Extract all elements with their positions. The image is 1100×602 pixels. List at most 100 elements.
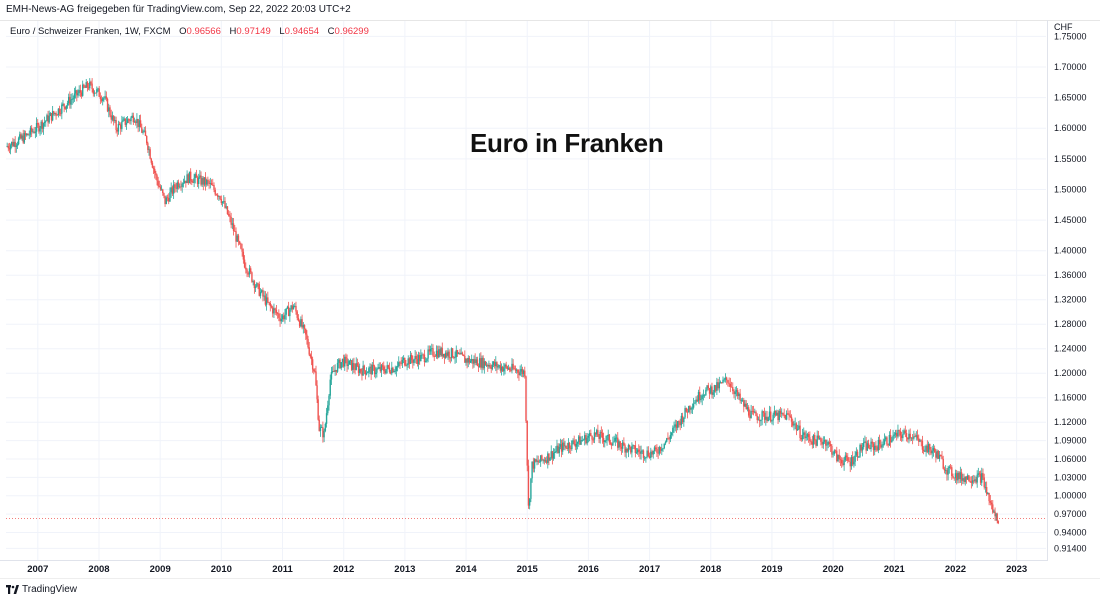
candle-body: [487, 364, 489, 367]
candle-body: [243, 259, 246, 268]
candle-body: [628, 445, 631, 447]
candle-body: [838, 454, 840, 460]
candle-body: [462, 354, 465, 357]
y-tick-label: 1.50000: [1054, 184, 1087, 194]
candle-body: [758, 419, 761, 422]
candle-body: [434, 356, 437, 357]
candle-body: [953, 477, 955, 479]
candle-body: [420, 355, 422, 362]
candle-body: [938, 454, 941, 459]
candle-body: [236, 235, 238, 242]
candle-body: [887, 444, 889, 446]
candle-body: [837, 454, 839, 462]
candle-body: [371, 364, 373, 375]
candle-body: [115, 120, 117, 131]
candle-body: [756, 415, 758, 421]
candle-body: [171, 187, 174, 194]
candle-body: [28, 134, 30, 136]
candle-body: [338, 359, 340, 363]
candle-body: [754, 411, 756, 413]
candle-body: [285, 308, 287, 315]
candle-body: [766, 416, 768, 422]
candle-body: [536, 460, 538, 462]
candle-body: [650, 451, 652, 458]
footer-brand[interactable]: TradingView: [22, 584, 78, 595]
candle-body: [690, 407, 692, 410]
candle-body: [853, 461, 855, 465]
candle-body: [456, 350, 459, 354]
close-label: C: [327, 26, 335, 37]
candle-body: [340, 362, 342, 369]
candle-body: [513, 368, 516, 370]
candle-body: [22, 135, 24, 143]
candle-body: [870, 441, 872, 449]
candle-body: [26, 133, 28, 136]
candle-body: [170, 187, 172, 193]
candle-body: [582, 439, 585, 441]
candle-body: [542, 459, 544, 461]
candle-body: [442, 353, 445, 357]
candle-body: [691, 407, 694, 409]
candle-body: [585, 435, 587, 444]
candle-body: [73, 93, 76, 99]
candle-body: [29, 127, 32, 135]
candle-body: [248, 268, 251, 275]
candle-body: [848, 460, 850, 462]
candle-body: [712, 392, 714, 395]
candle-body: [916, 435, 919, 439]
candle-body: [440, 347, 442, 355]
y-tick-label: 0.94000: [1054, 527, 1087, 537]
candle-body: [352, 363, 354, 370]
candle-body: [296, 311, 298, 318]
candle-body: [220, 199, 223, 204]
candle-body: [267, 297, 269, 303]
candle-body: [670, 432, 673, 436]
candle-body: [989, 501, 992, 503]
candle-body: [177, 182, 180, 188]
candle-body: [32, 131, 34, 133]
candle-body: [146, 135, 148, 144]
candle-body: [189, 171, 192, 181]
candle-body: [668, 438, 670, 440]
candle-body: [990, 502, 993, 505]
candle-body: [137, 118, 139, 127]
candle-body: [428, 349, 431, 352]
candle-body: [157, 180, 159, 187]
candle-body: [492, 361, 495, 365]
candle-body: [937, 450, 940, 459]
candle-body: [59, 113, 62, 115]
candle-body: [126, 119, 129, 123]
candle-body: [438, 349, 440, 358]
candle-body: [604, 440, 606, 443]
candle-body: [858, 456, 860, 458]
candle-body: [565, 445, 567, 449]
candle-body: [761, 411, 763, 420]
candle-body: [839, 459, 842, 461]
candle-body: [919, 440, 921, 442]
candle-body: [120, 124, 122, 130]
candle-body: [618, 441, 620, 448]
candle-body: [402, 358, 405, 360]
candle-body: [947, 468, 949, 475]
candle-body: [213, 185, 215, 190]
candle-body: [42, 123, 45, 129]
candle-body: [700, 399, 702, 401]
candle-body: [97, 88, 99, 90]
candle-body: [250, 268, 252, 273]
candle-body: [317, 399, 319, 420]
candle-body: [192, 182, 194, 183]
candle-body: [100, 98, 103, 101]
candle-body: [300, 319, 302, 327]
candle-body: [973, 480, 975, 482]
candle-body: [608, 434, 611, 443]
candle-body: [674, 424, 676, 427]
tradingview-logo-icon[interactable]: [6, 585, 19, 594]
candle-body: [335, 369, 338, 372]
candle-body: [602, 437, 605, 443]
candle-body: [597, 430, 599, 437]
candle-body: [634, 445, 637, 453]
candle-body: [102, 98, 104, 101]
candle-body: [605, 440, 607, 441]
candle-body: [651, 451, 653, 455]
